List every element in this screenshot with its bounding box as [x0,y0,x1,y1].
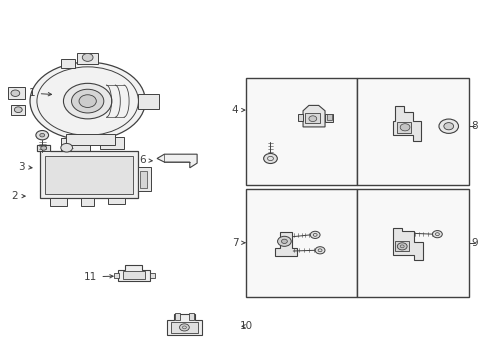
Polygon shape [303,105,325,127]
Text: 9: 9 [471,238,478,248]
Circle shape [400,124,410,131]
Text: 8: 8 [471,121,478,131]
Text: 2: 2 [11,191,25,201]
Circle shape [444,123,454,130]
Bar [305,113,320,123]
Circle shape [309,116,317,122]
Ellipse shape [30,62,146,140]
Polygon shape [11,105,25,115]
Bar [246,78,357,185]
Polygon shape [37,145,49,151]
Polygon shape [61,138,90,152]
Circle shape [264,153,277,163]
Polygon shape [37,145,138,198]
Text: 5: 5 [267,89,274,138]
Polygon shape [108,198,125,204]
Bar [357,78,469,185]
Polygon shape [167,314,202,335]
Bar [138,167,151,191]
Circle shape [40,134,45,137]
Text: 6: 6 [139,155,152,165]
Circle shape [439,119,459,134]
Polygon shape [138,94,159,109]
Bar [140,171,147,188]
Circle shape [315,247,325,254]
Polygon shape [118,265,150,281]
Circle shape [397,243,407,250]
Circle shape [310,231,320,238]
Circle shape [79,95,97,107]
Polygon shape [49,198,67,206]
Polygon shape [66,134,115,145]
Text: 7: 7 [232,238,245,248]
Bar [123,271,146,279]
Bar [327,114,332,120]
Polygon shape [8,87,25,99]
Text: 4: 4 [232,105,245,115]
Polygon shape [61,59,75,68]
Text: 11: 11 [84,272,113,282]
Bar [171,322,198,333]
Polygon shape [77,53,98,64]
Polygon shape [100,137,124,149]
Bar [246,189,357,297]
Polygon shape [81,198,94,206]
Text: 3: 3 [18,162,32,172]
Bar [45,156,133,194]
Bar [175,314,180,320]
Bar [395,241,409,251]
Text: 10: 10 [240,321,253,331]
Polygon shape [157,154,197,168]
Polygon shape [298,114,303,121]
Circle shape [36,131,49,140]
Circle shape [14,107,22,113]
Bar [114,273,119,278]
Circle shape [179,324,189,331]
Bar [357,189,469,297]
Polygon shape [325,114,333,122]
Circle shape [433,230,442,238]
Circle shape [11,90,20,96]
Bar [189,314,194,320]
Text: 1: 1 [29,88,51,98]
Circle shape [82,54,93,61]
Polygon shape [274,232,297,256]
Circle shape [61,143,73,152]
Circle shape [63,83,112,119]
Polygon shape [393,228,423,260]
Polygon shape [393,107,421,140]
Circle shape [277,236,291,246]
Bar [150,273,155,278]
Circle shape [281,239,287,243]
Bar [397,122,412,133]
Circle shape [41,146,47,150]
Circle shape [72,89,104,113]
